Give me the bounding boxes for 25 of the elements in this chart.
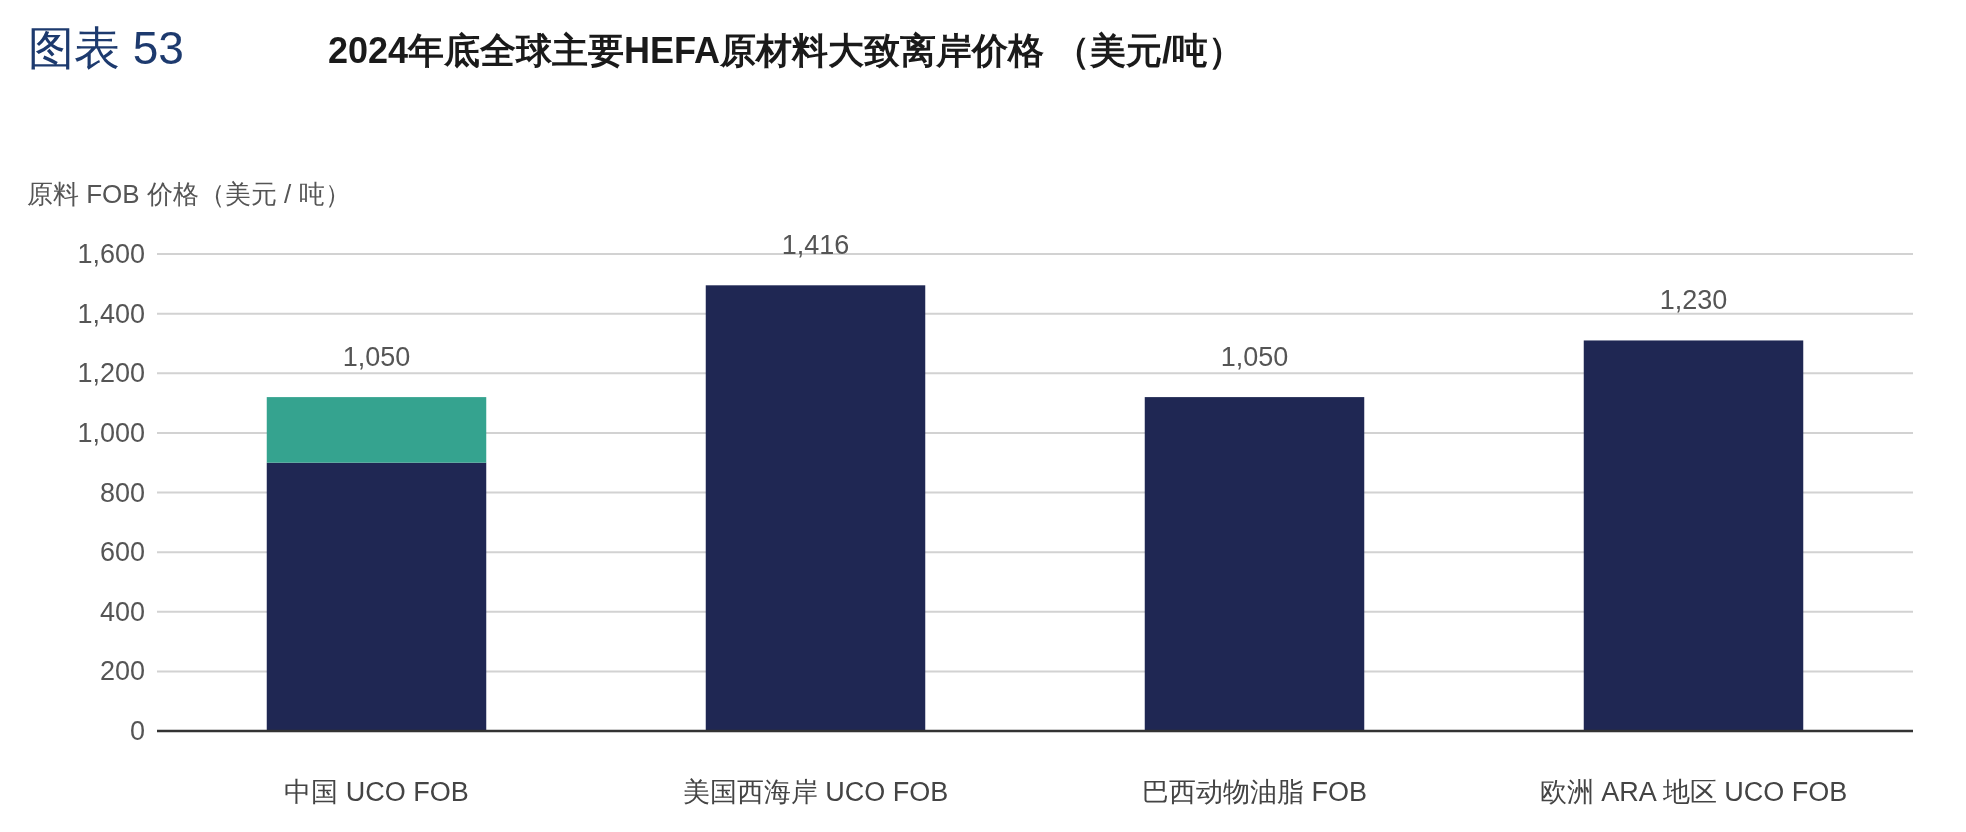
x-tick-label: 巴西动物油脂 FOB (1141, 777, 1368, 807)
bar (1144, 397, 1365, 731)
text: 图表 53 (28, 22, 184, 74)
x-tick-label: 欧洲 ARA 地区 UCO FOB (1539, 777, 1848, 807)
annotation: 1,050 (1220, 342, 1289, 373)
bar (1583, 340, 1804, 731)
annotation: 1,230 (1659, 285, 1728, 316)
annotation: 1,416 (781, 230, 850, 261)
x-tick-label: 美国西海岸 UCO FOB (682, 777, 949, 807)
bar (266, 462, 487, 731)
y-tick-label: 400 (99, 596, 145, 627)
y-tick-label: 1,400 (77, 298, 145, 329)
x-tick-label: 中国 UCO FOB (284, 777, 469, 807)
y-tick-label: 1,200 (77, 358, 145, 389)
y-tick-label: 800 (99, 477, 145, 508)
y-axis-title: 原料 FOB 价格（美元 / 吨） (27, 179, 351, 209)
annotation: 1,050 (342, 342, 411, 373)
y-tick-label: 600 (99, 537, 145, 568)
y-tick-label: 1,600 (77, 239, 145, 269)
chart-title: 2024年底全球主要HEFA原材料大致离岸价格 （美元/吨） (328, 30, 1245, 71)
y-tick-label: 1,000 (77, 417, 145, 448)
bar (705, 285, 926, 731)
bar (266, 397, 487, 463)
y-tick-label: 200 (99, 656, 145, 687)
y-tick-label: 0 (129, 716, 145, 746)
